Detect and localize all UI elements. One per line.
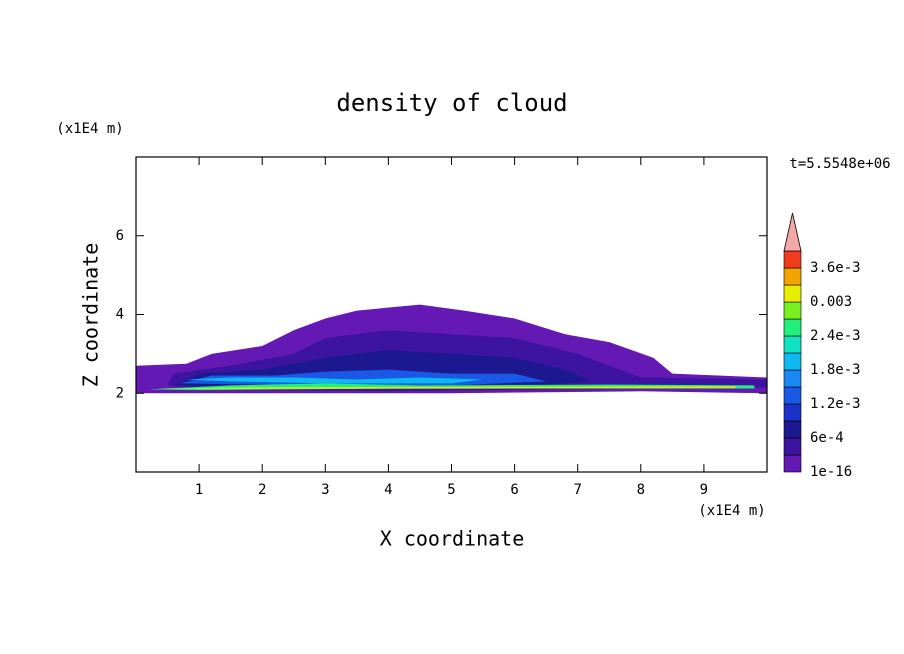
colorbar-band xyxy=(783,437,802,456)
colorbar-band xyxy=(783,335,802,354)
x-tick-label: 5 xyxy=(447,482,455,498)
colorbar-band xyxy=(783,250,802,269)
contour-region xyxy=(186,377,484,384)
colorbar-band xyxy=(783,403,802,422)
colorbar-label: 6e-4 xyxy=(810,430,844,446)
colorbar-extend xyxy=(783,212,802,252)
colorbar-band xyxy=(783,420,802,439)
y-tick-label: 4 xyxy=(116,307,124,323)
x-tick-label: 1 xyxy=(195,482,203,498)
x-unit: (x1E4 m) xyxy=(698,503,765,519)
x-tick-label: 4 xyxy=(384,482,392,498)
contour-region xyxy=(154,386,736,389)
colorbar-label: 0.003 xyxy=(810,294,852,310)
y-unit: (x1E4 m) xyxy=(56,121,123,137)
colorbar-band xyxy=(783,318,802,337)
x-tick-label: 8 xyxy=(637,482,645,498)
x-tick-label: 9 xyxy=(700,482,708,498)
colorbar-label: 3.6e-3 xyxy=(810,260,861,276)
colorbar-label: 1.2e-3 xyxy=(810,396,861,412)
y-tick-label: 2 xyxy=(116,385,124,401)
colorbar-label: 2.4e-3 xyxy=(810,328,861,344)
time-label: t=5.5548e+06 xyxy=(789,156,890,172)
colorbar-label: 1.8e-3 xyxy=(810,362,861,378)
y-axis-label: Z coordinate xyxy=(79,243,103,388)
colorbar-band xyxy=(783,267,802,286)
x-tick-label: 6 xyxy=(510,482,518,498)
x-tick-label: 2 xyxy=(258,482,266,498)
colorbar-band xyxy=(783,352,802,371)
colorbar-band xyxy=(783,454,802,473)
x-tick-label: 7 xyxy=(573,482,581,498)
chart-title: density of cloud xyxy=(336,89,567,117)
x-axis-label: X coordinate xyxy=(380,527,525,551)
colorbar-label: 1e-16 xyxy=(810,464,852,480)
colorbar-band xyxy=(783,284,802,303)
colorbar-band xyxy=(783,369,802,388)
y-tick-label: 6 xyxy=(116,228,124,244)
x-tick-label: 3 xyxy=(321,482,329,498)
colorbar-band xyxy=(783,301,802,320)
colorbar-band xyxy=(783,386,802,405)
